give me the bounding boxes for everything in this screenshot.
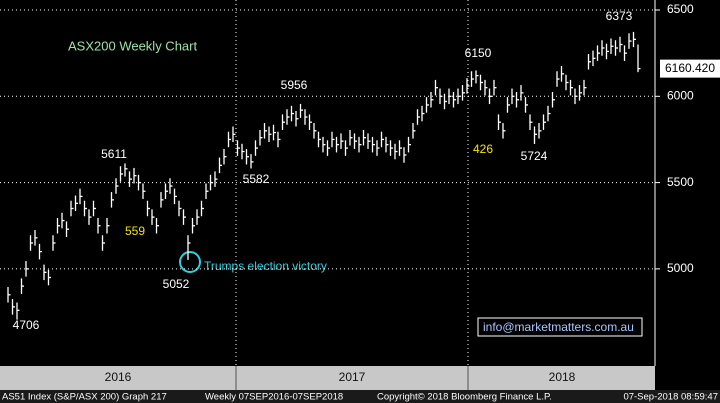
y-tick-label: 5000 [667, 261, 694, 275]
last-price-label: 6160.420 [665, 61, 715, 75]
value-label: 5724 [521, 149, 548, 163]
value-label: 6373 [606, 9, 633, 23]
value-label: 6150 [465, 46, 492, 60]
y-tick-label: 6000 [667, 88, 694, 102]
chart-title: ASX200 Weekly Chart [68, 38, 197, 53]
footer-period: Weekly 07SEP2016-07SEP2018 [205, 392, 343, 403]
value-label: 5611 [101, 147, 127, 161]
range-annotation: 426 [473, 142, 493, 156]
year-label: 2017 [339, 370, 366, 384]
x-axis-strip [0, 366, 655, 390]
source-box [477, 317, 643, 337]
footer-security: AS51 Index (S&P/ASX 200) Graph 217 [2, 392, 167, 403]
source: info@marketmatters.com.au [483, 320, 634, 334]
footer-copyright: Copyright© 2018 Bloomberg Finance L.P. [377, 392, 552, 403]
year-label: 2018 [549, 370, 576, 384]
footer-timestamp: 07-Sep-2018 08:59:47 [623, 392, 718, 403]
value-label: 4706 [13, 318, 40, 332]
event-circle [179, 251, 201, 273]
year-label: 2016 [105, 370, 132, 384]
range-annotation: 559 [125, 224, 145, 238]
footer-bar [0, 390, 720, 403]
value-label: 5582 [243, 172, 270, 186]
y-tick-label: 6500 [667, 2, 694, 16]
last-price-box [660, 59, 720, 78]
event-annotation: Trumps election victory [204, 259, 327, 273]
value-label: 5052 [163, 277, 190, 291]
y-tick-label: 5500 [667, 175, 694, 189]
value-label: 5956 [281, 78, 308, 92]
